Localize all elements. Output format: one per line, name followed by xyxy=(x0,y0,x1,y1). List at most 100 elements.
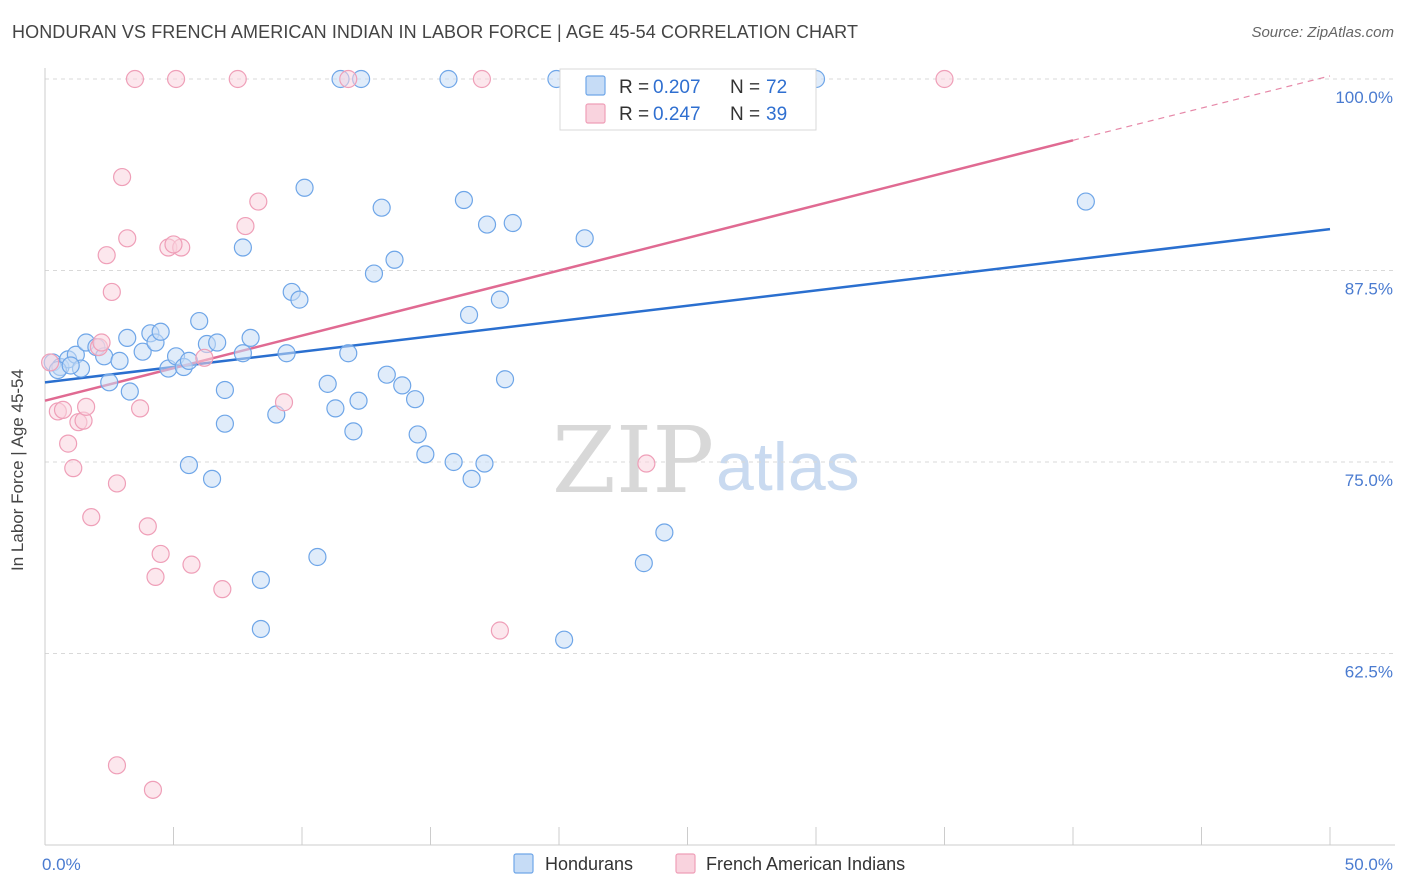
y-tick-label-1: 87.5% xyxy=(1345,280,1393,299)
point-pink-12 xyxy=(102,282,121,302)
trend-line-pink-extension xyxy=(1072,75,1331,141)
point-blue-9 xyxy=(110,351,129,370)
point-blue-50 xyxy=(405,390,425,409)
legend-n-value-1: 72 xyxy=(766,77,787,98)
point-pink-17 xyxy=(130,399,150,418)
point-pink-10 xyxy=(92,333,111,352)
bottom-legend-swatch-french-american-indians xyxy=(675,853,696,874)
data-points xyxy=(41,69,1095,799)
point-blue-38 xyxy=(318,374,337,393)
point-pink-30 xyxy=(274,393,294,412)
point-blue-36 xyxy=(295,178,314,197)
x-tick-label-0: 0.0% xyxy=(42,855,81,874)
point-blue-45 xyxy=(364,264,384,283)
trend-line-blue xyxy=(44,227,1331,384)
point-pink-19 xyxy=(146,567,165,587)
point-blue-61 xyxy=(495,370,515,389)
bottom-legend: Hondurans French American Indians xyxy=(513,853,905,874)
point-blue-11 xyxy=(120,382,139,401)
point-blue-24 xyxy=(179,455,199,475)
point-pink-14 xyxy=(112,167,132,187)
legend-swatch-pink xyxy=(585,103,606,124)
point-pink-20 xyxy=(151,544,170,564)
point-pink-38 xyxy=(164,235,183,254)
bottom-legend-swatch-hondurans xyxy=(513,853,534,874)
point-pink-35 xyxy=(935,69,954,89)
point-blue-23 xyxy=(215,380,234,400)
point-pink-18 xyxy=(138,517,157,536)
point-blue-29 xyxy=(241,328,260,348)
point-blue-30 xyxy=(251,570,270,590)
point-blue-27 xyxy=(233,238,252,257)
point-blue-48 xyxy=(385,250,404,269)
point-pink-27 xyxy=(228,69,247,89)
point-pink-7 xyxy=(77,397,96,416)
watermark-atlas: atlas xyxy=(716,429,860,505)
watermark-zip: ZIP xyxy=(552,407,714,514)
point-pink-13 xyxy=(107,474,127,493)
point-blue-12 xyxy=(133,342,152,361)
point-blue-28 xyxy=(233,344,252,363)
y-tick-label-2: 75.0% xyxy=(1345,471,1393,490)
point-blue-66 xyxy=(634,554,653,573)
point-pink-26 xyxy=(213,580,232,599)
point-blue-22 xyxy=(208,333,227,352)
point-blue-37 xyxy=(308,547,327,567)
point-pink-2 xyxy=(53,400,73,420)
chart-title: HONDURAN VS FRENCH AMERICAN INDIAN IN LA… xyxy=(12,22,859,42)
legend-r-label-1: R = xyxy=(619,77,649,98)
point-blue-10 xyxy=(118,328,137,348)
legend-n-value-2: 39 xyxy=(766,104,787,125)
point-blue-59 xyxy=(477,215,497,234)
point-pink-29 xyxy=(249,192,268,211)
y-tick-label-0: 100.0% xyxy=(1335,88,1393,107)
point-blue-56 xyxy=(459,305,479,325)
point-pink-22 xyxy=(166,69,186,89)
point-blue-41 xyxy=(339,344,358,363)
tick-labels: 100.0% 87.5% 75.0% 62.5% 0.0% 50.0% xyxy=(42,88,1393,874)
point-blue-8 xyxy=(100,373,119,392)
point-blue-67 xyxy=(655,523,674,542)
point-pink-4 xyxy=(64,459,83,478)
legend: R = 0.207 N = 72 R = 0.247 N = 39 xyxy=(559,68,817,131)
point-blue-58 xyxy=(475,454,494,473)
point-pink-11 xyxy=(97,246,116,265)
legend-n-label-1: N = xyxy=(730,77,760,98)
legend-r-value-2: 0.247 xyxy=(653,104,701,125)
point-blue-31 xyxy=(251,619,270,639)
point-pink-24 xyxy=(182,555,201,574)
point-pink-34 xyxy=(637,454,656,473)
point-blue-15 xyxy=(151,322,170,341)
point-pink-0 xyxy=(41,353,60,372)
point-pink-31 xyxy=(339,69,358,89)
point-blue-49 xyxy=(393,376,412,395)
legend-n-label-2: N = xyxy=(730,104,760,125)
point-blue-69 xyxy=(1076,192,1095,211)
point-pink-25 xyxy=(195,348,214,367)
point-blue-51 xyxy=(408,425,427,444)
chart-source: Source: ZipAtlas.com xyxy=(1251,24,1394,41)
point-blue-52 xyxy=(416,445,435,464)
point-blue-62 xyxy=(503,213,522,233)
watermark: ZIP atlas xyxy=(552,407,860,514)
point-pink-8 xyxy=(82,508,101,527)
legend-swatch-blue xyxy=(585,75,606,96)
y-tick-label-3: 62.5% xyxy=(1345,663,1393,682)
point-pink-28 xyxy=(236,216,255,236)
point-pink-33 xyxy=(490,621,509,640)
point-blue-54 xyxy=(444,452,463,472)
point-blue-43 xyxy=(349,391,368,410)
trend-line-pink xyxy=(44,139,1074,402)
point-pink-3 xyxy=(59,434,78,453)
point-pink-32 xyxy=(472,69,491,89)
point-blue-26 xyxy=(215,414,234,433)
point-blue-65 xyxy=(575,229,594,248)
legend-r-label-2: R = xyxy=(619,104,649,125)
point-blue-42 xyxy=(344,422,363,441)
x-tick-label-1: 50.0% xyxy=(1345,855,1393,874)
point-blue-71 xyxy=(61,356,80,375)
point-blue-20 xyxy=(190,311,209,331)
point-pink-37 xyxy=(143,780,163,799)
point-blue-57 xyxy=(462,469,481,488)
